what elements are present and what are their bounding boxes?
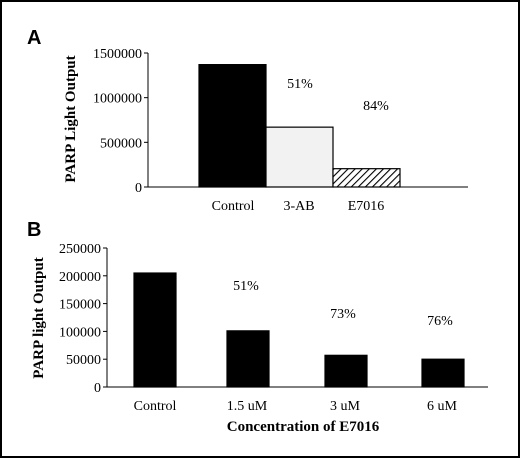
panel-a-y-tick-label: 1000000	[93, 92, 142, 107]
panel-b-bar-control	[133, 272, 177, 388]
panel-a-bar-3-ab	[265, 126, 334, 188]
panel-b-y-tick-label: 150000	[59, 298, 101, 313]
panel-b-y-axis-label: PARP light Output	[31, 257, 47, 378]
panel-b-letter: B	[27, 219, 41, 241]
panel-a-annotation-3ab: 51%	[287, 77, 313, 92]
panel-b-category-1-5um: 1.5 uM	[227, 399, 268, 414]
panel-a-y-ticks: 0 500000 1000000 1500000	[93, 47, 148, 196]
panel-b-x-axis-label: Concentration of E7016	[227, 419, 380, 435]
panel-b-annotation-1-5um: 51%	[233, 279, 259, 294]
panel-b-y-ticks: 0 50000 100000 150000 200000 250000	[59, 242, 107, 396]
panel-b-category-3um: 3 uM	[330, 399, 361, 414]
panel-b-bar-1-5-um	[226, 330, 270, 388]
panel-a-bar-e7016	[332, 168, 401, 188]
panel-a-y-tick-label: 1500000	[93, 47, 142, 62]
panel-b-y-tick-label: 200000	[59, 270, 101, 285]
panel-b-y-tick-label: 100000	[59, 325, 101, 340]
panel-b-y-tick-label: 250000	[59, 242, 101, 257]
panel-b-y-tick-label: 50000	[66, 353, 101, 368]
panel-b-y-tick-label: 0	[94, 381, 101, 396]
panel-a-y-tick-label: 0	[135, 181, 142, 196]
panel-a-bar-control	[198, 64, 267, 188]
panel-b-bars	[133, 272, 465, 388]
panel-a-y-tick-label: 500000	[100, 136, 142, 151]
panel-b-category-control: Control	[134, 399, 177, 414]
panel-a-category-3ab: 3-AB	[283, 199, 314, 214]
panel-a-category-control: Control	[212, 199, 255, 214]
panel-a-annotation-e7016: 84%	[363, 99, 389, 114]
panel-a-y-axis-label: PARP Light Output	[63, 55, 79, 182]
panel-a-category-e7016: E7016	[348, 199, 385, 214]
panel-a-letter: A	[27, 27, 41, 49]
panel-b-annotation-6um: 76%	[427, 314, 453, 329]
panel-b-bar-3-um	[324, 354, 368, 388]
panel-b-annotation-3um: 73%	[330, 307, 356, 322]
panel-b-bar-6-um	[421, 358, 465, 388]
panel-b-category-6um: 6 uM	[427, 399, 458, 414]
